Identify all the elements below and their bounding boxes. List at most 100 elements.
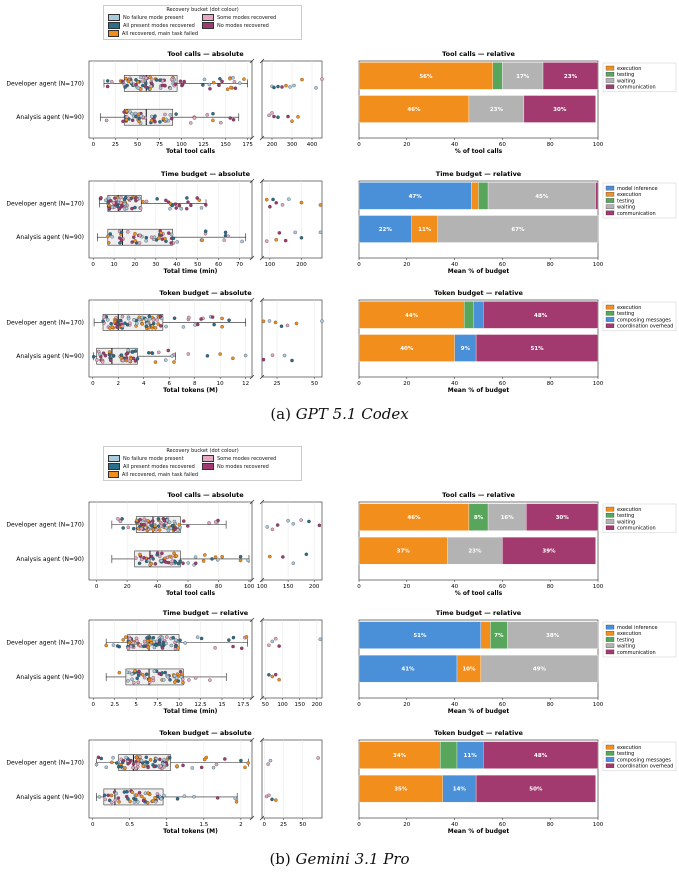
outlier-point [290,119,294,123]
break-mark [259,815,265,821]
outlier-point [285,323,290,328]
legend-swatch [605,649,615,655]
data-point [160,237,165,241]
data-point [173,82,178,86]
tick-label: 60 [185,584,192,590]
data-point [223,757,227,761]
outlier-point [281,555,285,559]
data-point [220,79,224,84]
data-point [199,636,204,641]
data-point [131,641,136,645]
tick-label: 70 [236,262,243,268]
data-point [176,528,180,533]
legend-title: Recovery bucket (dot colour) [166,448,239,454]
axis-frame [261,619,323,699]
data-label: 11% [464,753,478,759]
bar-segment [526,503,599,531]
data-point [189,121,193,125]
legend-label: No failure mode present [123,455,184,462]
legend-label: waiting [617,78,635,84]
legend-swatch [108,14,120,21]
break-mark [259,135,265,141]
data-point [137,561,142,566]
legend-label: No modes recovered [217,22,269,29]
data-point [121,358,125,363]
data-point [183,641,187,645]
data-point [138,233,142,238]
data-point [175,240,179,244]
tick-label: 0 [357,702,361,708]
data-point [160,635,165,640]
data-point [212,322,216,327]
outlier-point [299,200,304,205]
outlier-point [273,320,278,325]
legend-swatch [605,751,615,756]
data-point [220,325,224,329]
data-point [134,114,138,119]
data-point [129,644,133,649]
data-point [134,83,138,87]
tick-label: 20 [403,584,410,590]
data-point [102,793,107,798]
data-point [172,551,176,556]
data-point [126,316,131,321]
outlier-point [318,230,323,235]
data-point [139,75,143,80]
data-point [139,114,143,118]
data-point [151,318,156,322]
tick-label: 20 [403,702,410,708]
data-point [195,196,199,200]
outlier-point [273,672,278,677]
outlier-point [296,115,300,119]
data-point [133,239,137,243]
chart-11: Token budget — relative 0 20 40 60 80 100 Mean … [357,729,677,835]
legend-swatch [108,471,119,478]
tick-label: 40 [451,822,458,828]
data-point [135,518,139,523]
data-point [153,114,157,118]
data-point [199,206,204,210]
legend-swatch [605,323,615,328]
legend-item: No modes recovered [202,22,292,29]
tick-label: 20 [131,262,138,268]
chart-0: Tool calls — absolute 0 25 50 75 100 125 150 175… [6,50,324,155]
break-mark [249,577,255,583]
tick-label: 0 [357,142,361,148]
axis-frame [88,299,253,378]
outlier-point [293,230,297,235]
tick-label: 6 [167,381,171,387]
legend-swatch [605,757,615,762]
data-point [157,554,162,559]
data-point [231,635,236,640]
data-point [144,317,148,322]
data-point [211,111,215,116]
outlier-point [270,674,275,679]
legend-label: model inference [617,625,658,631]
legend-swatch [202,463,214,470]
data-point [111,643,116,647]
data-point [174,638,178,642]
outlier-point [265,525,269,529]
caption-a: (a) GPT 5.1 Codex [0,405,679,423]
data-point [155,553,159,557]
data-point [162,678,166,682]
caption-label: (a) [270,405,291,423]
legend-label: All present modes recovered [123,463,195,470]
data-point [178,525,182,530]
tick-label: 25 [280,822,287,828]
outlier-point [268,758,273,763]
data-point [144,199,149,204]
outlier-point [277,231,282,235]
data-point [124,635,128,639]
bar-segment [358,95,470,123]
data-point [159,231,163,235]
chart-8: Time budget — relative 0 2.5 5 7.5 10 12.5 15 17… [6,609,322,715]
chart-title: Tool calls — absolute [167,491,244,499]
data-point [101,351,106,355]
data-point [244,635,249,639]
data-point [163,358,168,362]
data-point [181,561,185,566]
tick-label: 0 [357,822,361,828]
bar-segment [480,621,491,649]
data-point [138,552,142,557]
